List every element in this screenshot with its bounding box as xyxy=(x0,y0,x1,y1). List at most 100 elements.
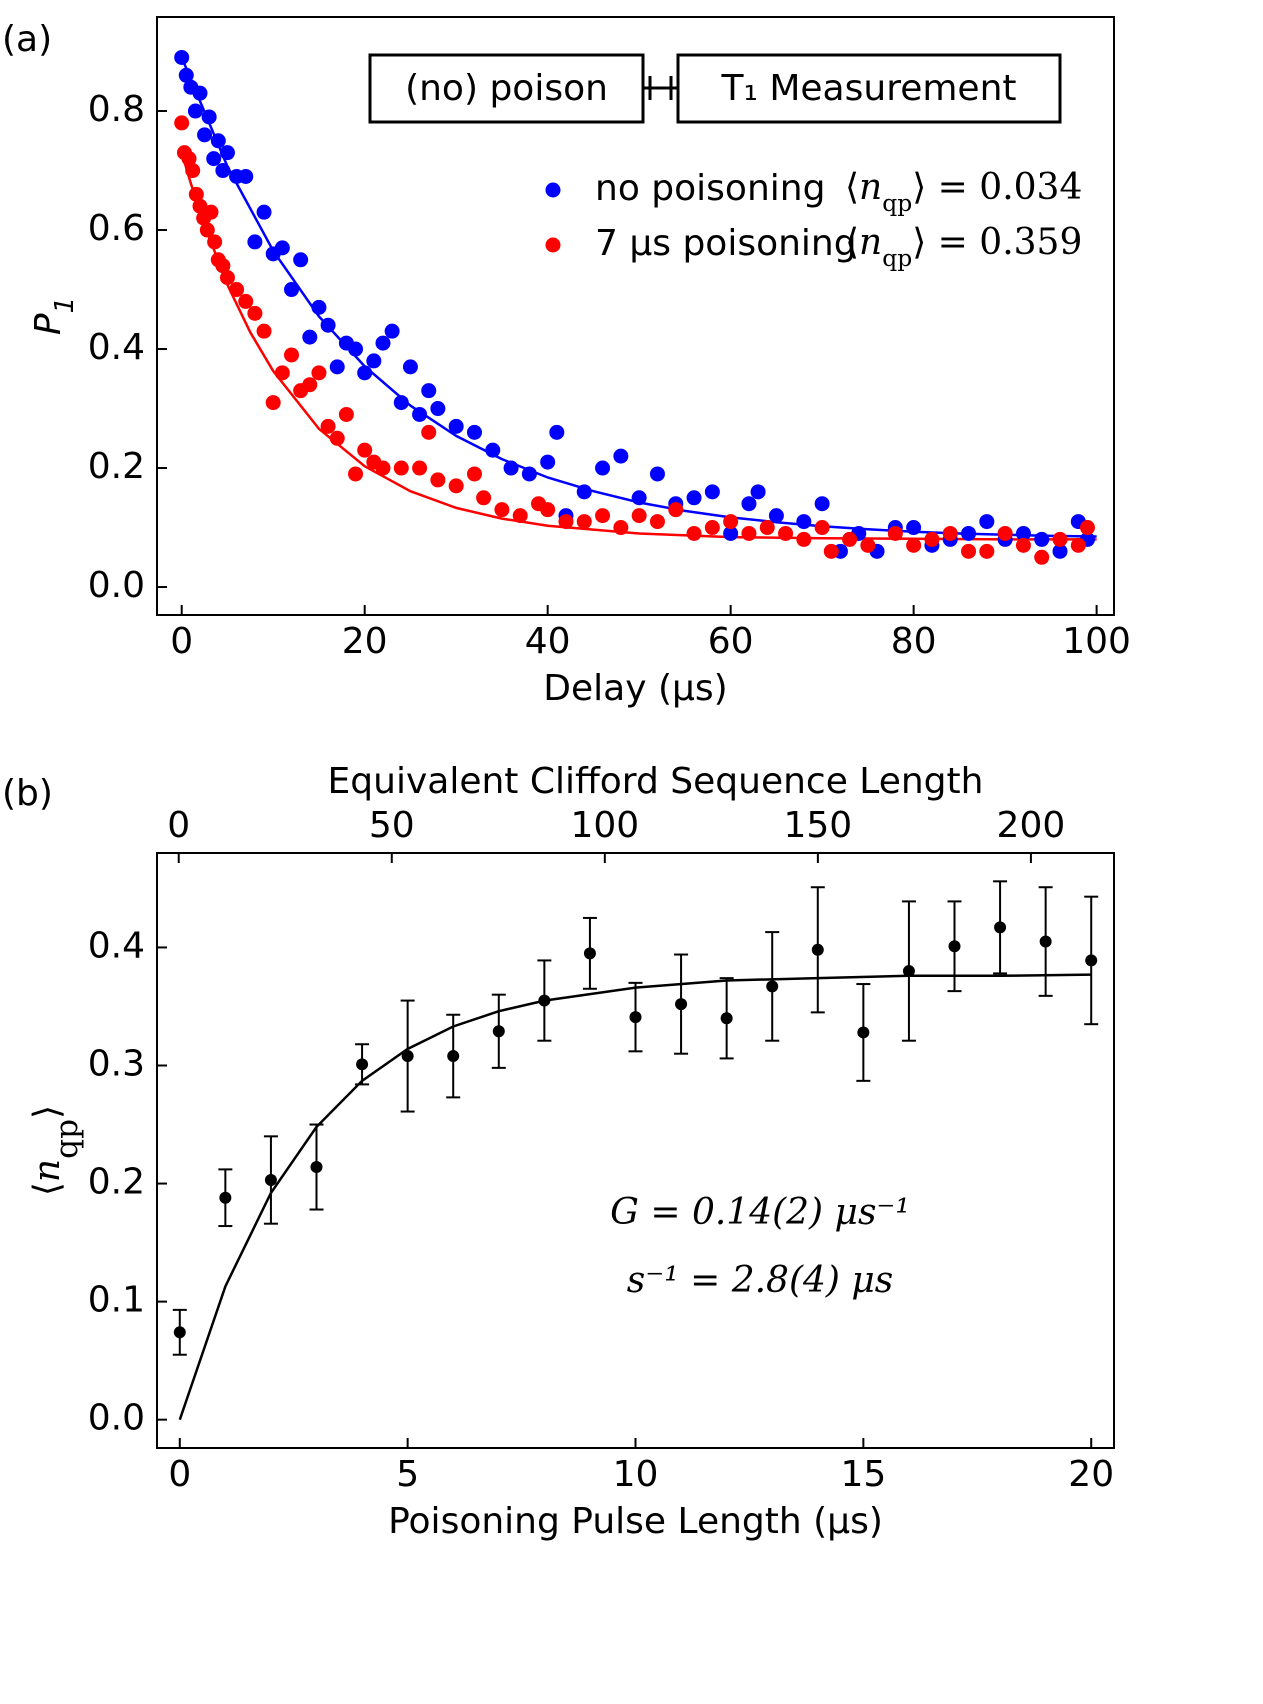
data-point xyxy=(274,365,290,381)
fit-curve xyxy=(180,57,1097,538)
data-point xyxy=(583,947,596,960)
x-tick-label: 0 xyxy=(170,621,193,662)
data-point xyxy=(264,1174,277,1187)
math-part: ⟩ = 0.359 xyxy=(912,222,1082,263)
data-point xyxy=(649,466,665,482)
data-point xyxy=(492,1025,505,1038)
y-tick-label: 0.3 xyxy=(88,1044,145,1085)
x-tick-label: 60 xyxy=(708,621,754,662)
x2-tick-label: 200 xyxy=(997,805,1066,846)
y-tick-label: 0.0 xyxy=(88,1398,145,1439)
data-point xyxy=(310,1161,323,1174)
data-point xyxy=(283,282,299,298)
math-part: ⟨ xyxy=(845,222,859,263)
math-part: n xyxy=(27,1159,68,1182)
data-point xyxy=(961,525,977,541)
data-point xyxy=(485,442,501,458)
data-point xyxy=(942,525,958,541)
data-point xyxy=(412,460,428,476)
data-point xyxy=(311,365,327,381)
data-point xyxy=(613,520,629,536)
data-point xyxy=(402,359,418,375)
data-point xyxy=(948,940,961,953)
data-point xyxy=(302,377,318,393)
data-point xyxy=(741,525,757,541)
data-point xyxy=(197,127,213,143)
data-point xyxy=(540,502,556,518)
data-point xyxy=(447,1050,460,1063)
y-tick-label: 0.6 xyxy=(88,208,145,249)
data-point xyxy=(686,490,702,506)
data-point xyxy=(348,466,364,482)
math-part: n xyxy=(859,167,882,208)
data-point xyxy=(538,994,551,1007)
data-point xyxy=(329,359,345,375)
x-tick-label: 15 xyxy=(840,1454,886,1495)
x2-tick-label: 150 xyxy=(784,805,853,846)
data-point xyxy=(293,252,309,268)
x-tick-label: 80 xyxy=(891,621,937,662)
data-point xyxy=(494,502,510,518)
data-point xyxy=(356,1058,369,1071)
data-point xyxy=(979,543,995,559)
data-point xyxy=(338,406,354,422)
data-point xyxy=(311,299,327,315)
data-point xyxy=(796,514,812,530)
data-point xyxy=(393,395,409,411)
data-point xyxy=(215,163,231,179)
data-point xyxy=(329,430,345,446)
data-point xyxy=(412,406,428,422)
data-point xyxy=(521,466,537,482)
data-point xyxy=(448,478,464,494)
data-point xyxy=(558,514,574,530)
data-point xyxy=(750,484,766,500)
data-point xyxy=(421,424,437,440)
data-point xyxy=(201,109,217,125)
data-point xyxy=(203,204,219,220)
data-point xyxy=(1079,520,1095,536)
panel-label: (a) xyxy=(2,19,52,60)
y-tick-label: 0.2 xyxy=(88,446,145,487)
y-tick-label: 0.4 xyxy=(88,327,145,368)
data-point xyxy=(759,520,775,536)
annotation: G = 0.14(2) μs⁻¹ xyxy=(610,1192,910,1233)
data-point xyxy=(811,943,824,956)
data-point xyxy=(466,424,482,440)
data-point xyxy=(1015,525,1031,541)
data-point xyxy=(1034,531,1050,547)
y-tick-label: 0.0 xyxy=(88,565,145,606)
data-point xyxy=(704,484,720,500)
data-point xyxy=(430,472,446,488)
data-point xyxy=(823,543,839,559)
fit-curve xyxy=(180,152,1097,541)
data-point xyxy=(595,460,611,476)
data-point xyxy=(199,222,215,238)
data-point xyxy=(215,258,231,274)
data-point xyxy=(629,1011,642,1024)
data-point xyxy=(766,980,779,993)
legend-marker xyxy=(545,237,561,253)
math-part: qp xyxy=(882,244,912,272)
math-part: ⟨ xyxy=(27,1182,68,1196)
data-point xyxy=(375,335,391,351)
x-tick-label: 5 xyxy=(396,1454,419,1495)
data-point xyxy=(741,496,757,512)
data-point xyxy=(675,998,688,1011)
data-point xyxy=(595,508,611,524)
x-tick-label: 40 xyxy=(525,621,571,662)
data-point xyxy=(357,442,373,458)
data-point xyxy=(274,240,290,256)
math-part: ⟨ xyxy=(845,167,859,208)
data-point xyxy=(375,460,391,476)
legend-marker xyxy=(545,182,561,198)
data-point xyxy=(1034,549,1050,565)
data-point xyxy=(256,323,272,339)
x2-tick-label: 0 xyxy=(167,805,190,846)
data-point xyxy=(476,490,492,506)
data-point xyxy=(187,103,203,119)
data-point xyxy=(540,454,556,470)
data-point xyxy=(207,234,223,250)
data-point xyxy=(247,234,263,250)
data-point xyxy=(448,418,464,434)
data-point xyxy=(192,198,208,214)
